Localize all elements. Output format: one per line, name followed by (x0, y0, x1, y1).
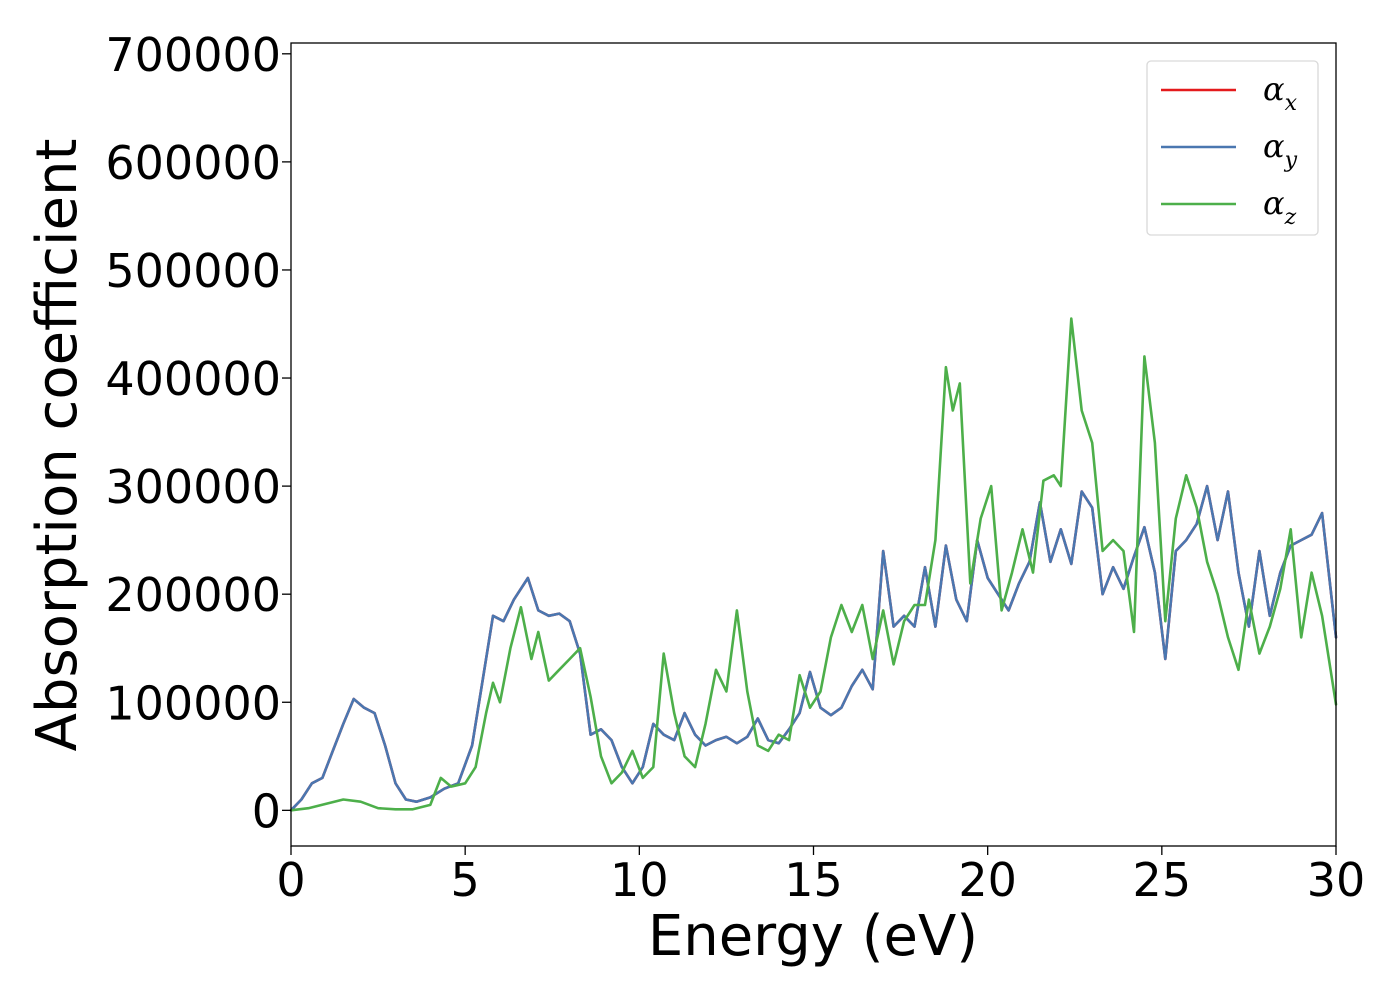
x-axis-label: Energy (eV) (648, 904, 978, 969)
y-tick-label: 600000 (105, 136, 281, 190)
x-ticks: 0 5 10 15 20 25 30 (276, 846, 1365, 907)
x-tick-label: 15 (784, 853, 843, 907)
legend-label-x: αx (1263, 70, 1298, 116)
x-tick-label: 5 (451, 853, 480, 907)
x-tick-label: 0 (276, 853, 305, 907)
series-line-z (289, 317, 1338, 812)
y-tick-label: 500000 (105, 244, 281, 298)
x-tick-label: 25 (1133, 853, 1192, 907)
legend-label-z: αz (1263, 184, 1297, 230)
x-tick-label: 10 (610, 853, 669, 907)
series-line-x (289, 484, 1338, 812)
y-ticks: 0 100000 200000 300000 400000 500000 600000 700… (105, 28, 291, 838)
series-line-y (289, 484, 1338, 812)
legend-label-y: αy (1263, 127, 1298, 173)
x-tick-label: 20 (958, 853, 1017, 907)
plot-lines (289, 317, 1338, 812)
y-axis-label: Absorption coefficient (25, 139, 90, 752)
y-tick-label: 200000 (105, 568, 281, 622)
y-tick-label: 300000 (105, 460, 281, 514)
x-tick-label: 30 (1307, 853, 1366, 907)
y-tick-label: 0 (252, 784, 281, 838)
y-tick-label: 100000 (105, 676, 281, 730)
y-tick-label: 400000 (105, 352, 281, 406)
y-tick-label: 700000 (105, 28, 281, 82)
legend: αx αy αz (1146, 60, 1319, 236)
